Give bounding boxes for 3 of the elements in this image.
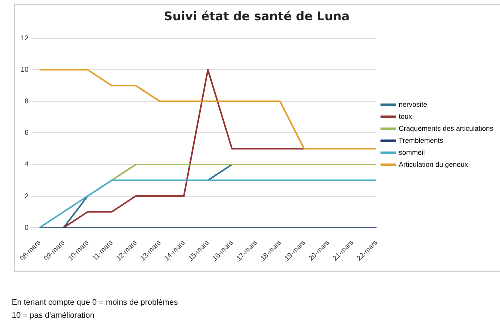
- chart-title: Suivi état de santé de Luna: [164, 9, 350, 24]
- text: En tenant compte que 0 = moins de problèmes: [12, 297, 178, 309]
- text: 10 = pas d'amélioration: [12, 310, 96, 322]
